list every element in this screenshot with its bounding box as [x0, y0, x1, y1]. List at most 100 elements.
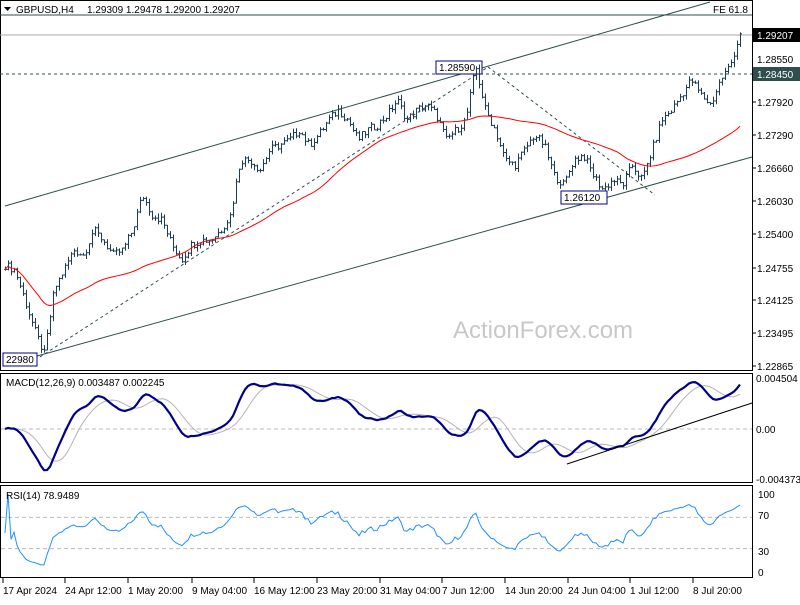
- price-tick-label: 1.24755: [757, 264, 794, 275]
- price-bar: [214, 236, 217, 243]
- price-tick-label: 1.26660: [757, 164, 794, 175]
- price-bar: [448, 133, 451, 139]
- price-bar: [508, 155, 511, 166]
- price-bar: [418, 104, 421, 113]
- price-bar: [667, 111, 670, 117]
- price-bar: [727, 63, 730, 74]
- triangle-down-icon[interactable]: [4, 7, 11, 11]
- price-bar: [124, 242, 127, 251]
- price-bar: [562, 179, 565, 186]
- price-bar: [70, 252, 73, 265]
- price-bar: [736, 40, 739, 60]
- price-bar: [55, 285, 58, 297]
- price-bar: [157, 213, 160, 225]
- time-tick-label: 24 Apr 12:00: [65, 586, 122, 597]
- price-bar: [583, 154, 586, 162]
- time-tick-label: 9 May 04:00: [192, 586, 247, 597]
- price-bar: [466, 107, 469, 121]
- price-bar: [544, 139, 547, 146]
- fe-618-label: FE 61.8: [713, 5, 748, 16]
- price-bar: [28, 302, 31, 320]
- price-tick-label: 1.27920: [757, 98, 794, 109]
- price-bar: [253, 163, 256, 171]
- swing-low-label-box: [2, 352, 38, 367]
- price-bar: [340, 105, 343, 118]
- price-bar: [364, 131, 367, 139]
- price-bar: [289, 132, 292, 141]
- price-bar: [676, 100, 679, 107]
- swing-high-label-box: [435, 60, 483, 75]
- price-bar: [397, 95, 400, 105]
- price-bar: [358, 130, 361, 141]
- price-bar: [664, 111, 667, 126]
- price-bar: [625, 171, 628, 190]
- price-tick-label: 1.23495: [757, 329, 794, 340]
- price-bar: [496, 124, 499, 142]
- price-bar: [535, 135, 538, 142]
- price-bar: [223, 227, 226, 234]
- price-bar: [268, 148, 271, 162]
- price-bar: [394, 100, 397, 114]
- price-bar: [442, 121, 445, 132]
- price-bar: [592, 163, 595, 179]
- price-tick-label: 1.24125: [757, 296, 794, 307]
- price-bar: [298, 132, 301, 139]
- price-bar: [310, 138, 313, 147]
- price-bar: [505, 148, 508, 162]
- price-tick-label: 1.26030: [757, 197, 794, 208]
- price-bar: [277, 142, 280, 151]
- price-bar: [523, 145, 526, 156]
- price-bar: [46, 329, 49, 351]
- price-bar: [334, 111, 337, 117]
- price-bar: [52, 290, 55, 322]
- price-bar: [319, 127, 322, 138]
- price-bar: [484, 93, 487, 110]
- price-bar: [121, 247, 124, 255]
- watermark: ActionForex.com: [453, 317, 633, 344]
- price-bar: [274, 140, 277, 147]
- pullback-low-label-box: [560, 190, 608, 205]
- price-bar: [235, 178, 238, 204]
- price-bar: [85, 249, 88, 260]
- price-bar: [613, 179, 616, 187]
- price-bar: [406, 115, 409, 123]
- price-bar: [301, 132, 304, 136]
- macd-main-line: [4, 380, 741, 472]
- price-bar: [661, 116, 664, 127]
- price-bar: [376, 127, 379, 132]
- price-bar: [109, 244, 112, 252]
- price-bar: [175, 245, 178, 255]
- price-bar: [64, 263, 67, 278]
- price-bar: [718, 79, 721, 96]
- price-bar: [244, 156, 247, 168]
- price-bar: [514, 161, 517, 171]
- price-bar: [337, 104, 340, 120]
- price-bar: [553, 160, 556, 176]
- price-bar: [679, 93, 682, 103]
- price-bar: [58, 277, 61, 291]
- price-bar: [559, 179, 562, 189]
- price-bar: [316, 134, 319, 144]
- level-price-label-box: [753, 67, 800, 81]
- price-bar: [457, 126, 460, 134]
- macd-label: MACD(12,26,9) 0.003487 0.002245: [6, 378, 165, 389]
- price-bar: [82, 252, 85, 256]
- price-bar: [325, 121, 328, 132]
- price-bar: [61, 274, 64, 280]
- price-bar: [670, 110, 673, 115]
- price-bar: [181, 253, 184, 263]
- price-bar: [79, 253, 82, 256]
- price-bar: [601, 185, 604, 190]
- price-bar: [619, 174, 622, 184]
- price-bar: [379, 119, 382, 132]
- rsi-tick-label: 100: [758, 490, 775, 501]
- price-bar: [685, 84, 688, 100]
- price-bar: [541, 133, 544, 149]
- price-bar: [382, 115, 385, 124]
- price-bar: [433, 105, 436, 111]
- price-bar: [643, 166, 646, 180]
- price-bar: [184, 252, 187, 266]
- price-bar: [520, 151, 523, 161]
- price-bar: [547, 142, 550, 161]
- price-bar: [427, 103, 430, 111]
